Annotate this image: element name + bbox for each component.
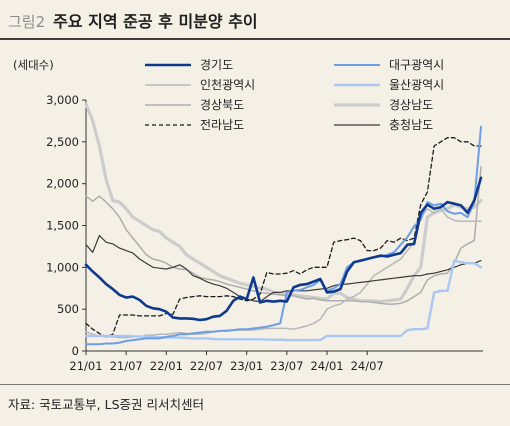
- legend-label: 경상남도: [389, 98, 433, 112]
- x-tick-label: 21/01: [69, 359, 102, 373]
- figure-title: 주요 지역 준공 후 미분양 추이: [53, 12, 258, 31]
- y-tick-label: 1,500: [46, 219, 79, 233]
- series-line-1: [84, 176, 483, 322]
- source-note: 자료: 국토교통부, LS증권 리서치센터: [8, 397, 205, 412]
- legend-label: 전라남도: [200, 118, 244, 132]
- series-line-2: [85, 125, 482, 346]
- y-tick-label: 0: [72, 344, 79, 358]
- x-tick-label: 23/01: [230, 359, 263, 373]
- series-line-4: [84, 259, 483, 342]
- series-line-6: [84, 102, 483, 304]
- top-rule: [0, 38, 510, 40]
- y-tick-label: 2,000: [46, 177, 79, 191]
- legend-label: 경기도: [200, 58, 233, 72]
- x-tick-label: 24/07: [351, 359, 384, 373]
- y-tick-label: 500: [57, 302, 79, 316]
- y-axis: 0 500 1,000 1,500 2,000 2,500 3,000: [46, 93, 87, 358]
- bottom-rule: [0, 384, 510, 385]
- x-tick-label: 24/01: [310, 359, 343, 373]
- y-tick-label: 3,000: [46, 93, 79, 107]
- series-line-5: [85, 166, 482, 305]
- legend-label: 경상북도: [200, 98, 244, 112]
- x-tick-label: 23/07: [270, 359, 303, 373]
- y-tick-label: 1,000: [46, 260, 79, 274]
- x-axis: 21/01 21/07 22/01 22/07 23/01 23/07 24/01 24/07: [69, 350, 483, 373]
- x-tick-label: 21/07: [110, 359, 143, 373]
- y-axis-unit-label: (세대수): [13, 58, 54, 72]
- legend-label: 인천광역시: [200, 77, 255, 92]
- x-tick-label: 22/07: [190, 359, 223, 373]
- x-tick-label: 22/01: [150, 359, 183, 373]
- y-tick-label: 2,500: [46, 135, 79, 149]
- figure-label: 그림2: [8, 13, 46, 31]
- title-row: 그림2 주요 지역 준공 후 미분양 추이: [8, 8, 258, 34]
- series-line-8: [85, 234, 482, 303]
- legend-label: 대구광역시: [389, 58, 444, 72]
- legend-label: 울산광역시: [389, 78, 444, 92]
- legend-label: 충청남도: [389, 118, 433, 132]
- series-layer: [84, 102, 483, 346]
